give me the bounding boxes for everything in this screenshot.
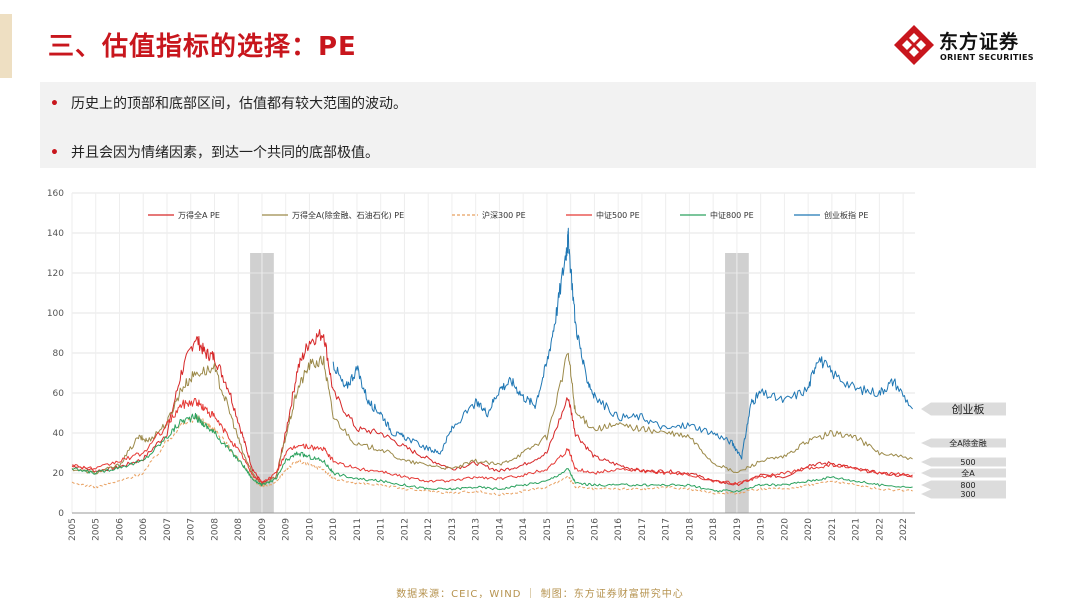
y-tick-label: 20 bbox=[53, 469, 65, 479]
annotation-label: 全A bbox=[961, 468, 975, 478]
y-tick-label: 120 bbox=[47, 269, 64, 279]
x-tick-label: 2020 bbox=[804, 518, 814, 541]
annotation-label: 创业板 bbox=[952, 402, 985, 416]
x-tick-label: 2010 bbox=[329, 518, 339, 541]
bullet-panel: • 历史上的顶部和底部区间，估值都有较大范围的波动。 • 并且会因为情绪因素，到达一… bbox=[40, 82, 1036, 168]
x-tick-label: 2008 bbox=[234, 518, 244, 541]
logo-diamond-icon bbox=[894, 25, 934, 65]
annotation-label: 500 bbox=[960, 458, 975, 467]
series-line bbox=[332, 227, 913, 460]
data-source-note: 数据来源：CEIC，WIND ｜ 制图：东方证券财富研究中心 bbox=[396, 589, 684, 600]
bullet-dot-icon: • bbox=[50, 145, 59, 161]
legend-label: 中证800 PE bbox=[710, 210, 754, 220]
company-logo: 东方证券 ORIENT SECURITIES bbox=[893, 24, 1053, 68]
side-accent-bar bbox=[0, 14, 12, 78]
slide-title: 三、估值指标的选择：PE bbox=[48, 32, 357, 62]
x-tick-label: 2019 bbox=[757, 518, 767, 541]
y-tick-label: 80 bbox=[53, 349, 65, 359]
x-tick-label: 2017 bbox=[662, 518, 672, 541]
x-tick-label: 2014 bbox=[495, 518, 505, 541]
y-tick-label: 40 bbox=[53, 429, 65, 439]
x-tick-label: 2015 bbox=[567, 518, 577, 541]
x-tick-label: 2005 bbox=[92, 518, 102, 541]
x-tick-label: 2021 bbox=[852, 518, 862, 541]
logo-english-name: ORIENT SECURITIES bbox=[940, 53, 1034, 62]
legend-label: 创业板指 PE bbox=[824, 210, 868, 220]
x-tick-label: 2011 bbox=[377, 518, 387, 541]
bullet-item: • 并且会因为情绪因素，到达一个共同的底部极值。 bbox=[50, 142, 379, 162]
x-tick-label: 2007 bbox=[163, 518, 173, 541]
bullet-text: 并且会因为情绪因素，到达一个共同的底部极值。 bbox=[70, 145, 379, 161]
x-tick-label: 2020 bbox=[780, 518, 790, 541]
x-tick-label: 2009 bbox=[282, 518, 292, 541]
x-tick-label: 2007 bbox=[187, 518, 197, 541]
x-tick-label: 2014 bbox=[519, 518, 529, 541]
legend-label: 中证500 PE bbox=[596, 210, 640, 220]
y-tick-label: 140 bbox=[47, 229, 64, 239]
x-tick-label: 2015 bbox=[543, 518, 553, 541]
series-line bbox=[71, 352, 913, 487]
pe-chart: 0 20 40 60 80 100 120 140 160 2005 2005 2006 2006 200… bbox=[47, 189, 1006, 541]
series-line bbox=[71, 412, 913, 493]
annotation-label: 全A除金融 bbox=[949, 438, 986, 448]
y-tick-label: 160 bbox=[47, 189, 64, 199]
x-tick-label: 2013 bbox=[472, 518, 482, 541]
logo-chinese-name: 东方证券 bbox=[939, 31, 1020, 53]
x-tick-label: 2012 bbox=[424, 518, 434, 541]
x-tick-label: 2010 bbox=[305, 518, 315, 541]
x-tick-label: 2018 bbox=[685, 518, 695, 541]
y-tick-label: 60 bbox=[53, 389, 65, 399]
bullet-dot-icon: • bbox=[50, 96, 59, 112]
x-tick-label: 2021 bbox=[828, 518, 838, 541]
x-tick-label: 2008 bbox=[210, 518, 220, 541]
x-tick-label: 2022 bbox=[899, 518, 909, 541]
y-tick-label: 0 bbox=[58, 509, 64, 519]
y-tick-label: 100 bbox=[47, 309, 64, 319]
legend-label: 万得全A(除金融、石油石化) PE bbox=[292, 210, 404, 220]
legend-label: 万得全A PE bbox=[178, 210, 220, 220]
annotation-arrow bbox=[921, 480, 1006, 490]
x-tick-label: 2006 bbox=[139, 518, 149, 541]
annotation-arrow bbox=[921, 468, 1006, 478]
annotation-label: 800 bbox=[960, 481, 975, 490]
x-tick-label: 2011 bbox=[353, 518, 363, 541]
x-tick-label: 2022 bbox=[875, 518, 885, 541]
x-tick-label: 2005 bbox=[68, 518, 78, 541]
annotation-arrow bbox=[921, 457, 1006, 467]
x-tick-label: 2009 bbox=[258, 518, 268, 541]
series-line bbox=[71, 398, 913, 485]
annotation-arrow bbox=[921, 402, 1006, 416]
x-tick-label: 2016 bbox=[590, 518, 600, 541]
x-tick-label: 2013 bbox=[448, 518, 458, 541]
bullet-text: 历史上的顶部和底部区间，估值都有较大范围的波动。 bbox=[70, 96, 407, 112]
annotation-label: 300 bbox=[960, 490, 975, 499]
x-tick-label: 2012 bbox=[400, 518, 410, 541]
x-tick-label: 2016 bbox=[614, 518, 624, 541]
x-tick-label: 2006 bbox=[115, 518, 125, 541]
annotation-arrow bbox=[921, 438, 1006, 448]
series-line bbox=[71, 329, 913, 486]
bullet-item: • 历史上的顶部和底部区间，估值都有较大范围的波动。 bbox=[50, 93, 407, 113]
x-tick-label: 2018 bbox=[709, 518, 719, 541]
legend-label: 沪深300 PE bbox=[482, 210, 526, 220]
annotation-arrow bbox=[921, 489, 1006, 499]
x-tick-label: 2017 bbox=[638, 518, 648, 541]
x-tick-label: 2019 bbox=[733, 518, 743, 541]
